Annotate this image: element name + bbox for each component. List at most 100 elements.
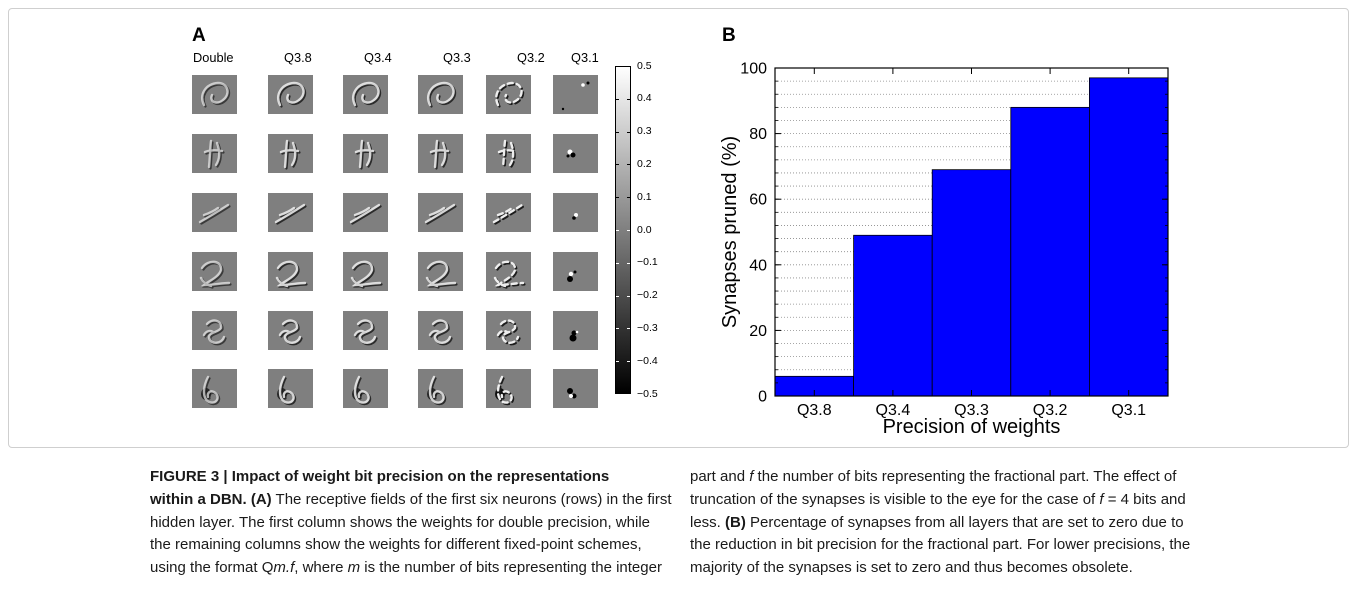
caption-text: the reduction in bit precision for the f… [690, 536, 1191, 554]
caption-line: part and f the number of bits representi… [690, 466, 1190, 489]
figure-title-cont: within a DBN. (A) [150, 490, 272, 508]
x-tick-label: Q3.4 [876, 402, 911, 419]
receptive-field-image [268, 193, 313, 232]
colorbar-tick [627, 197, 630, 198]
colorbar-tick-label: −0.3 [637, 321, 658, 334]
caption-left-column: FIGURE 3 | Impact of weight bit precisio… [150, 466, 672, 580]
figure-frame [8, 8, 1349, 448]
colorbar-tick-label: 0.1 [637, 190, 652, 203]
y-tick-label: 40 [749, 257, 767, 274]
receptive-field-image [418, 369, 463, 408]
receptive-field-image [268, 369, 313, 408]
synapses-pruned-bar-chart: 0 20 40 60 80 100 Q3.8 Q3.4 Q3.3 Q3.2 Q3.1 Precisio… [719, 61, 1169, 438]
receptive-field-image [192, 193, 237, 232]
colorbar-tick [616, 328, 619, 329]
panel-b-label: B [722, 25, 736, 46]
receptive-field-image [418, 252, 463, 291]
y-tick-label: 100 [740, 61, 767, 78]
colorbar-tick-label: −0.5 [637, 387, 658, 400]
receptive-field-image [268, 311, 313, 350]
colorbar-tick [616, 394, 619, 395]
receptive-field-image [553, 311, 598, 350]
caption-text: hidden layer. The first column shows the… [150, 513, 650, 531]
colorbar-tick-label: −0.2 [637, 289, 658, 302]
y-tick-label: 20 [749, 323, 767, 340]
colorbar-tick [627, 132, 630, 133]
colorbar-tick [616, 361, 619, 362]
colorbar-tick [627, 328, 630, 329]
receptive-field-image [418, 311, 463, 350]
caption-text: = 4 bits and [1103, 490, 1186, 508]
caption-text: truncation of the synapses is visible to… [690, 490, 1100, 508]
colorbar-tick [616, 99, 619, 100]
caption-line: less. (B) Percentage of synapses from al… [690, 512, 1190, 535]
colorbar-tick [616, 263, 619, 264]
receptive-field-image [553, 75, 598, 114]
receptive-field-image [553, 252, 598, 291]
column-header: Q3.8 [284, 50, 312, 65]
caption-line: the remaining columns show the weights f… [150, 534, 672, 557]
x-tick-label: Q3.2 [1033, 402, 1068, 419]
caption-text: using the format Q [150, 559, 274, 576]
caption-text: the number of bits representing the frac… [753, 468, 1177, 485]
colorbar-tick [616, 230, 619, 231]
colorbar-tick [616, 197, 619, 198]
receptive-field-image [192, 369, 237, 408]
colorbar-tick [627, 361, 630, 362]
colorbar-tick-label: −0.1 [637, 256, 658, 269]
column-header: Q3.2 [517, 50, 545, 65]
receptive-field-image [192, 75, 237, 114]
caption-line: hidden layer. The first column shows the… [150, 512, 672, 535]
receptive-field-image [268, 134, 313, 173]
caption-text: Percentage of synapses from all layers t… [745, 513, 1184, 531]
receptive-field-image [343, 311, 388, 350]
receptive-field-image [192, 134, 237, 173]
colorbar-tick [627, 394, 630, 395]
receptive-field-grid: Double Q3.8 Q3.4 Q3.3 Q3.2 Q3.1 [0, 0, 700, 440]
colorbar-tick [627, 230, 630, 231]
caption-italic-var: f [749, 468, 754, 485]
colorbar-tick [627, 296, 630, 297]
receptive-field-image [486, 311, 531, 350]
column-header: Double [193, 50, 234, 65]
receptive-field-image [553, 193, 598, 232]
colorbar-tick [627, 66, 630, 67]
receptive-field-image [553, 134, 598, 173]
y-tick-label: 80 [749, 126, 767, 143]
colorbar [615, 66, 631, 394]
colorbar-tick-label: 0.4 [637, 92, 652, 105]
column-header: Q3.3 [443, 50, 471, 65]
caption-italic-var: m [347, 559, 361, 576]
caption-line: majority of the synapses is set to zero … [690, 557, 1190, 580]
receptive-field-image [418, 75, 463, 114]
receptive-field-image [553, 369, 598, 408]
colorbar-tick [616, 132, 619, 133]
y-axis-label: Synapses pruned (%) [719, 136, 741, 328]
colorbar-tick [627, 263, 630, 264]
colorbar-tick-label: 0.5 [637, 59, 652, 72]
panel-a-label: A [192, 25, 206, 46]
caption-line: using the format Qm.f, where m is the nu… [150, 557, 672, 580]
receptive-field-image [486, 252, 531, 291]
caption-text: , where [294, 559, 348, 576]
colorbar-tick [616, 296, 619, 297]
bar-Q3.1 [1088, 77, 1169, 397]
receptive-field-image [343, 252, 388, 291]
caption-text: is the number of bits representing the i… [360, 559, 662, 576]
receptive-field-image [418, 193, 463, 232]
receptive-field-image [268, 75, 313, 114]
caption-italic-var: f [1099, 490, 1104, 508]
bar-Q3.3 [931, 169, 1012, 397]
caption-text: less. [690, 513, 726, 531]
colorbar-tick-label: −0.4 [637, 354, 658, 367]
colorbar-tick-label: 0.0 [637, 223, 652, 236]
colorbar-tick [627, 164, 630, 165]
caption-panel-ref: (B) [725, 513, 746, 531]
receptive-field-image [486, 134, 531, 173]
receptive-field-image [486, 193, 531, 232]
receptive-field-image [192, 252, 237, 291]
x-axis-label: Precision of weights [883, 416, 1061, 438]
caption-line: FIGURE 3 | Impact of weight bit precisio… [150, 466, 672, 489]
bar-Q3.2 [1010, 106, 1090, 397]
colorbar-tick-label: 0.3 [637, 125, 652, 138]
